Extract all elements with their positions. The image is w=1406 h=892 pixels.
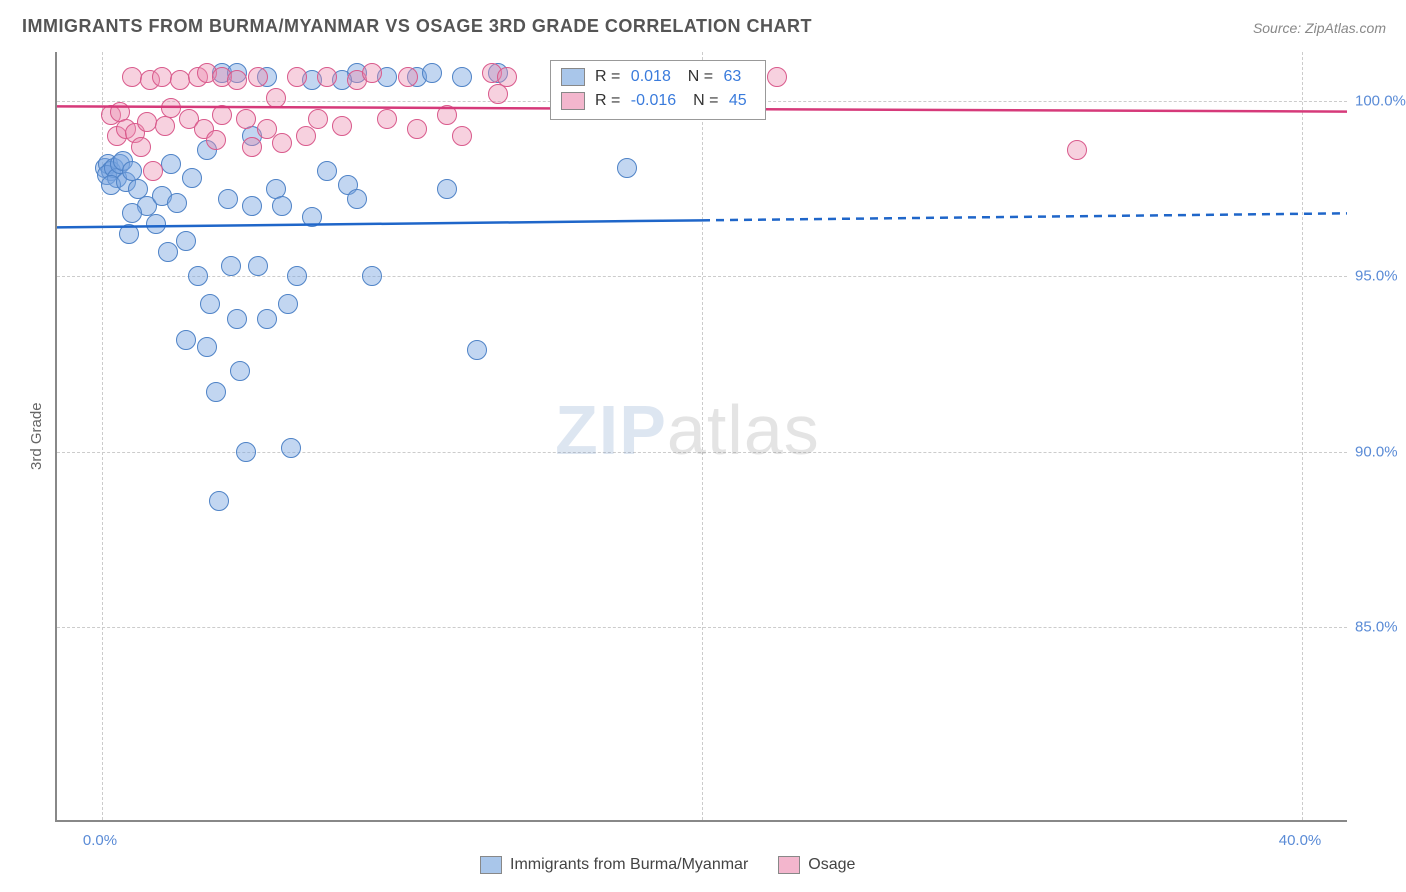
bottom-legend-item: Immigrants from Burma/Myanmar	[480, 856, 748, 874]
marker-series-a	[161, 154, 181, 174]
marker-series-a	[452, 67, 472, 87]
marker-series-b	[317, 67, 337, 87]
marker-series-a	[200, 294, 220, 314]
marker-series-b	[152, 67, 172, 87]
marker-series-b	[212, 105, 232, 125]
marker-series-b	[170, 70, 190, 90]
marker-series-b	[767, 67, 787, 87]
marker-series-a	[119, 224, 139, 244]
marker-series-a	[362, 266, 382, 286]
marker-series-a	[182, 168, 202, 188]
marker-series-b	[242, 137, 262, 157]
marker-series-a	[422, 63, 442, 83]
legend-r-label: R =	[595, 68, 625, 86]
chart-title: IMMIGRANTS FROM BURMA/MYANMAR VS OSAGE 3…	[22, 16, 812, 37]
marker-series-b	[362, 63, 382, 83]
marker-series-b	[407, 119, 427, 139]
marker-series-b	[272, 133, 292, 153]
marker-series-a	[206, 382, 226, 402]
marker-series-b	[137, 112, 157, 132]
marker-series-b	[332, 116, 352, 136]
marker-series-a	[230, 361, 250, 381]
marker-series-a	[176, 330, 196, 350]
marker-series-b	[377, 109, 397, 129]
stats-legend-row: R = -0.016 N = 45	[561, 89, 755, 113]
legend-swatch	[778, 856, 800, 874]
marker-series-a	[221, 256, 241, 276]
marker-series-a	[209, 491, 229, 511]
vgridline	[1302, 52, 1303, 820]
marker-series-a	[176, 231, 196, 251]
marker-series-a	[317, 161, 337, 181]
marker-series-a	[167, 193, 187, 213]
legend-n-value: 63	[724, 68, 742, 86]
marker-series-b	[122, 67, 142, 87]
marker-series-b	[398, 67, 418, 87]
marker-series-a	[302, 207, 322, 227]
marker-series-a	[287, 266, 307, 286]
legend-n-label: N =	[684, 92, 723, 110]
marker-series-b	[488, 84, 508, 104]
marker-series-a	[242, 196, 262, 216]
marker-series-b	[227, 70, 247, 90]
marker-series-a	[158, 242, 178, 262]
marker-series-b	[308, 109, 328, 129]
marker-series-a	[272, 196, 292, 216]
marker-series-a	[227, 309, 247, 329]
marker-series-b	[143, 161, 163, 181]
legend-swatch	[561, 92, 585, 110]
y-axis-label: 3rd Grade	[28, 402, 45, 470]
legend-r-label: R =	[595, 92, 625, 110]
y-tick-label: 95.0%	[1355, 268, 1406, 285]
marker-series-a	[236, 442, 256, 462]
legend-r-value: -0.016	[631, 92, 676, 110]
vgridline	[702, 52, 703, 820]
legend-swatch	[480, 856, 502, 874]
marker-series-a	[347, 189, 367, 209]
marker-series-b	[206, 130, 226, 150]
legend-n-label: N =	[679, 68, 718, 86]
marker-series-a	[278, 294, 298, 314]
marker-series-b	[1067, 140, 1087, 160]
legend-r-value: 0.018	[631, 68, 671, 86]
marker-series-a	[122, 203, 142, 223]
marker-series-b	[287, 67, 307, 87]
y-tick-label: 85.0%	[1355, 619, 1406, 636]
marker-series-a	[617, 158, 637, 178]
marker-series-b	[131, 137, 151, 157]
marker-series-b	[236, 109, 256, 129]
x-tick-label: 0.0%	[83, 832, 117, 849]
marker-series-b	[452, 126, 472, 146]
legend-n-value: 45	[729, 92, 747, 110]
legend-series-name: Immigrants from Burma/Myanmar	[510, 856, 748, 874]
marker-series-b	[266, 88, 286, 108]
source-label: Source: ZipAtlas.com	[1253, 20, 1386, 36]
marker-series-b	[248, 67, 268, 87]
marker-series-b	[497, 67, 517, 87]
marker-series-a	[257, 309, 277, 329]
marker-series-a	[467, 340, 487, 360]
marker-series-b	[155, 116, 175, 136]
marker-series-a	[281, 438, 301, 458]
marker-series-b	[296, 126, 316, 146]
x-tick-label: 40.0%	[1279, 832, 1322, 849]
marker-series-a	[188, 266, 208, 286]
plot-area	[55, 52, 1347, 822]
bottom-legend-item: Osage	[778, 856, 855, 874]
marker-series-a	[146, 214, 166, 234]
y-tick-label: 100.0%	[1355, 93, 1406, 110]
marker-series-b	[437, 105, 457, 125]
legend-swatch	[561, 68, 585, 86]
marker-series-a	[197, 337, 217, 357]
stats-legend-row: R = 0.018 N = 63	[561, 65, 755, 89]
marker-series-a	[218, 189, 238, 209]
marker-series-a	[437, 179, 457, 199]
stats-legend: R = 0.018 N = 63R = -0.016 N = 45	[550, 60, 766, 120]
legend-series-name: Osage	[808, 856, 855, 874]
y-tick-label: 90.0%	[1355, 443, 1406, 460]
marker-series-b	[161, 98, 181, 118]
bottom-legend: Immigrants from Burma/Myanmar Osage	[480, 856, 855, 874]
marker-series-a	[248, 256, 268, 276]
